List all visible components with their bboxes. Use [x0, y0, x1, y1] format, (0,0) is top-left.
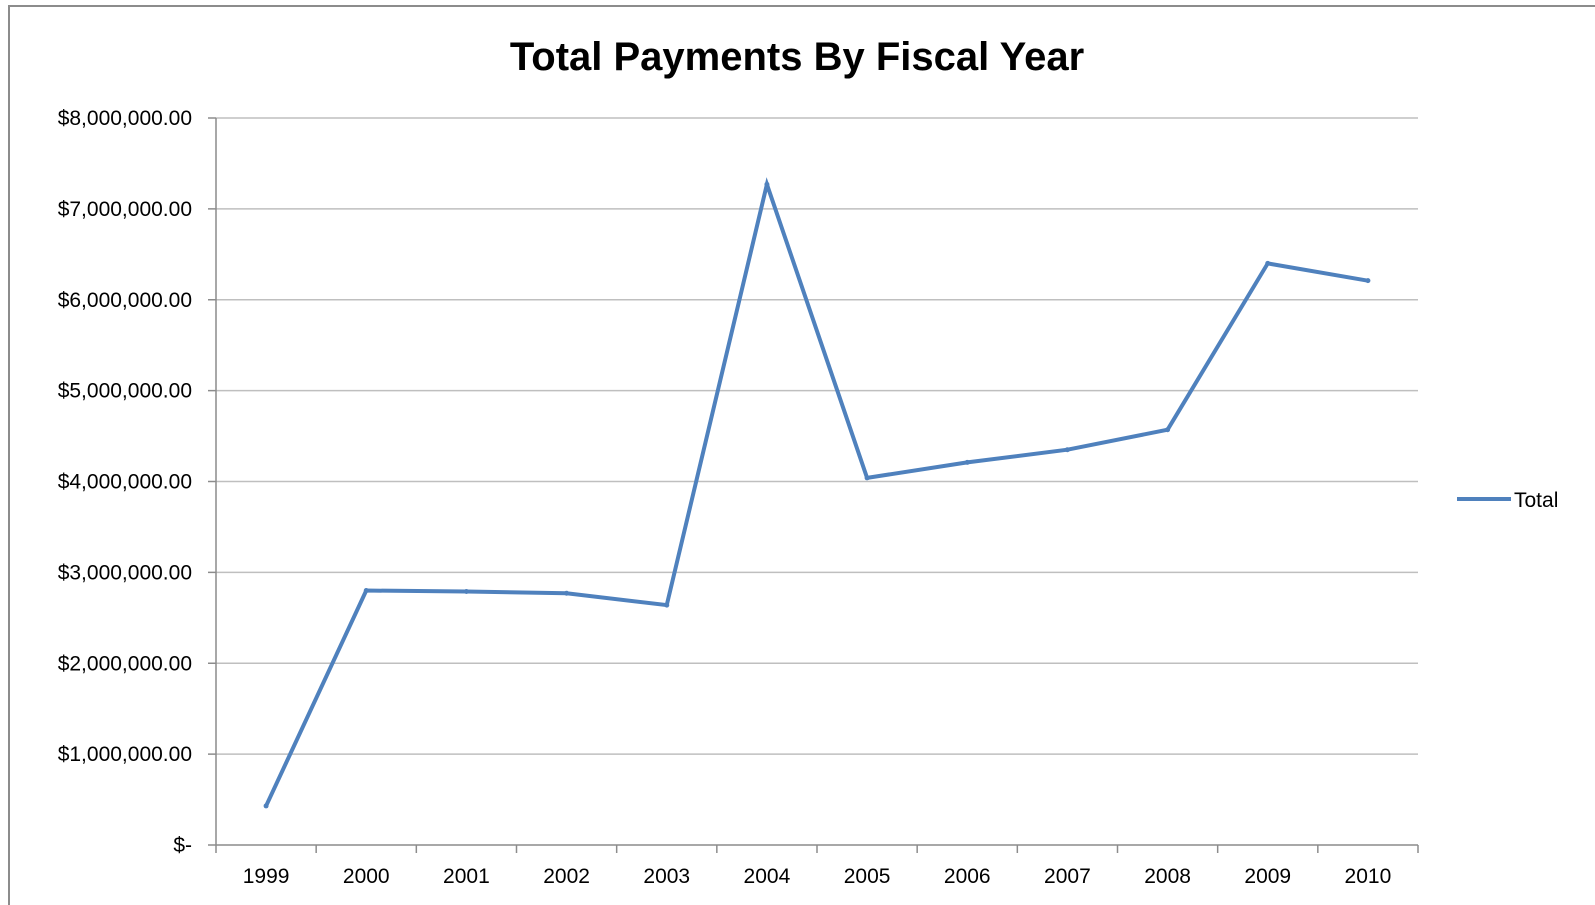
x-tick-label: 1999 — [243, 865, 290, 888]
data-point[interactable] — [1165, 427, 1171, 433]
y-tick-label: $8,000,000.00 — [58, 107, 192, 130]
data-point[interactable] — [1265, 260, 1271, 266]
data-point[interactable] — [564, 590, 570, 596]
x-tick-label: 2000 — [343, 865, 390, 888]
y-axis-ticks: $- $1,000,000.00 $2,000,000.00 $3,000,000.0… — [58, 107, 192, 857]
y-tick-label: $- — [173, 834, 192, 857]
x-tick-label: 2002 — [543, 865, 590, 888]
y-tick-label: $2,000,000.00 — [58, 652, 192, 675]
legend[interactable]: Total — [1457, 489, 1558, 512]
data-point[interactable] — [664, 602, 670, 608]
data-point[interactable] — [864, 475, 870, 481]
x-tick-label: 2010 — [1345, 865, 1392, 888]
y-tick-label: $3,000,000.00 — [58, 561, 192, 584]
y-tick-label: $1,000,000.00 — [58, 743, 192, 766]
x-tick-label: 2004 — [744, 865, 791, 888]
x-tick-label: 2005 — [844, 865, 891, 888]
gridlines — [216, 117, 1418, 755]
series-line-total[interactable] — [264, 177, 1369, 807]
x-tick-label: 2009 — [1244, 865, 1291, 888]
chart-title: Total Payments By Fiscal Year — [510, 35, 1084, 79]
y-tick-label: $7,000,000.00 — [58, 198, 192, 221]
data-point[interactable] — [964, 459, 970, 465]
series-layer — [263, 177, 1371, 809]
x-tick-label: 2007 — [1044, 865, 1091, 888]
y-tick-label: $5,000,000.00 — [58, 380, 192, 403]
data-point[interactable] — [1064, 447, 1070, 453]
y-tick-label: $4,000,000.00 — [58, 471, 192, 494]
y-tick-label: $6,000,000.00 — [58, 289, 192, 312]
axes — [208, 117, 1419, 853]
x-tick-label: 2008 — [1144, 865, 1191, 888]
x-tick-label: 2006 — [944, 865, 991, 888]
data-point[interactable] — [363, 588, 369, 594]
x-axis-ticks: 1999 2000 2001 2002 2003 2004 2005 2006 2007 2008… — [243, 865, 1392, 888]
x-tick-label: 2001 — [443, 865, 490, 888]
data-point[interactable] — [463, 588, 469, 594]
data-point[interactable] — [1365, 278, 1371, 284]
chart-frame — [8, 5, 1595, 905]
data-point[interactable] — [263, 803, 269, 809]
legend-label-total: Total — [1514, 489, 1558, 512]
data-point[interactable] — [764, 181, 770, 187]
x-tick-label: 2003 — [643, 865, 690, 888]
